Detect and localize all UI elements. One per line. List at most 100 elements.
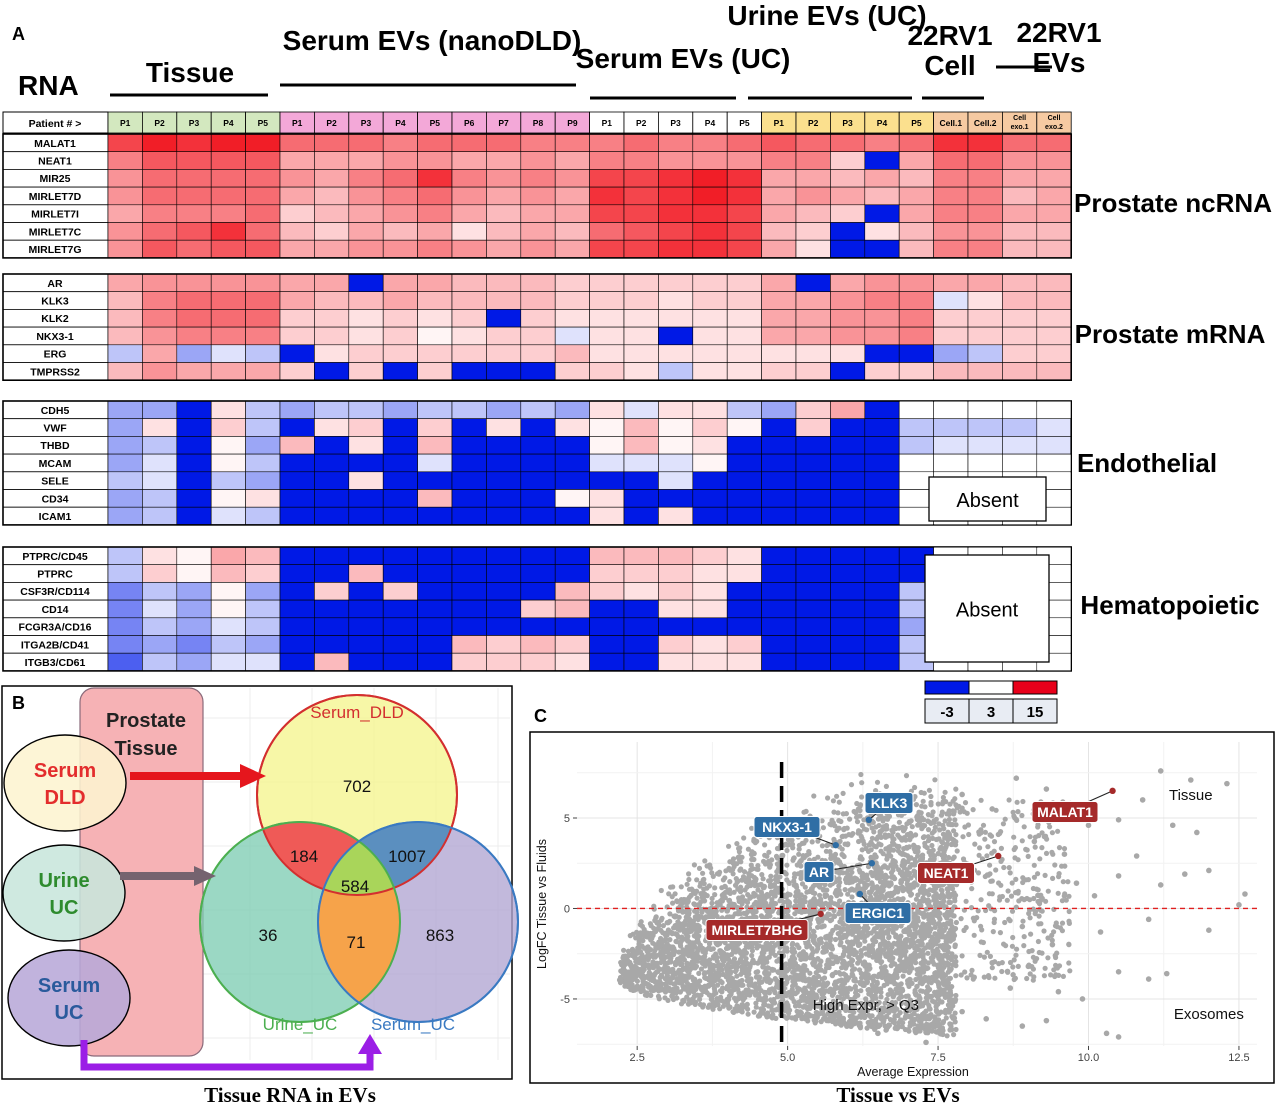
data-point bbox=[765, 893, 772, 899]
data-point bbox=[706, 983, 712, 989]
heatmap-cell bbox=[589, 133, 625, 153]
heatmap-cell bbox=[658, 344, 694, 363]
absent-blank bbox=[899, 507, 934, 525]
absent-blank bbox=[934, 454, 968, 472]
heatmap-cell bbox=[864, 291, 900, 310]
heatmap-block-3: PTPRC/CD45PTPRCCSF3R/CD114CD14FCGR3A/CD1… bbox=[2, 546, 1072, 672]
heatmap-cell bbox=[486, 169, 522, 188]
venn-outline bbox=[256, 694, 458, 896]
colorbar-swatch bbox=[968, 680, 1014, 695]
heatmap-cell bbox=[795, 418, 831, 437]
heatmap-cell bbox=[142, 635, 178, 654]
column-header-label: P1 bbox=[602, 118, 613, 128]
data-point bbox=[639, 952, 645, 958]
heatmap-cell bbox=[726, 418, 762, 437]
heatmap-cell bbox=[589, 599, 625, 619]
gene-label: KLK2 bbox=[41, 313, 69, 325]
data-point bbox=[712, 885, 718, 891]
absent-blank bbox=[899, 490, 934, 507]
data-point bbox=[879, 959, 885, 965]
data-point bbox=[951, 890, 957, 896]
heatmap-cell bbox=[176, 133, 212, 153]
heatmap-cell bbox=[830, 635, 866, 654]
heatmap-cell bbox=[1036, 204, 1072, 223]
heatmap-cell bbox=[623, 344, 659, 363]
heatmap-cell bbox=[864, 453, 900, 473]
heatmap-cell bbox=[107, 400, 143, 420]
data-point bbox=[679, 967, 685, 973]
heatmap-cell bbox=[1002, 133, 1038, 153]
heatmap-cell bbox=[795, 546, 831, 566]
heatmap-cell bbox=[589, 453, 625, 473]
heatmap-cell bbox=[864, 418, 900, 437]
heatmap-cell bbox=[142, 652, 178, 672]
heatmap-cell bbox=[348, 617, 384, 636]
gene-label: PTPRC bbox=[37, 569, 73, 581]
data-point bbox=[884, 923, 890, 929]
gene-label: ICAM1 bbox=[39, 511, 72, 523]
heatmap-cell bbox=[210, 344, 246, 363]
heatmap-cell bbox=[623, 133, 659, 153]
data-point bbox=[706, 944, 712, 951]
data-point bbox=[801, 809, 807, 815]
heatmap-cell bbox=[967, 362, 1003, 381]
heatmap-cell bbox=[967, 344, 1003, 363]
heatmap-cell bbox=[795, 291, 831, 310]
heatmap-cell bbox=[554, 400, 590, 420]
data-point bbox=[851, 951, 857, 958]
heatmap-cell bbox=[348, 273, 384, 293]
data-point bbox=[768, 908, 774, 914]
data-point bbox=[696, 928, 702, 934]
heatmap-cell bbox=[1036, 418, 1072, 437]
data-point bbox=[948, 821, 954, 828]
venn-region-count: 863 bbox=[426, 926, 454, 945]
data-point bbox=[745, 1006, 751, 1012]
heatmap-cell bbox=[658, 326, 694, 346]
data-point bbox=[893, 884, 899, 890]
heatmap-cell bbox=[761, 506, 797, 526]
data-point bbox=[838, 905, 845, 911]
heatmap-cell bbox=[486, 471, 522, 490]
group-label-5-line2: EVs bbox=[1033, 47, 1086, 78]
data-point bbox=[737, 867, 743, 873]
heatmap-cell bbox=[176, 169, 212, 188]
data-point bbox=[645, 951, 651, 958]
data-point bbox=[784, 948, 790, 954]
heatmap-cell bbox=[417, 204, 453, 223]
heatmap-cell bbox=[830, 652, 866, 672]
heatmap-cell bbox=[382, 418, 418, 437]
heatmap-cell bbox=[279, 169, 315, 188]
heatmap-cell bbox=[589, 506, 625, 526]
heatmap-cell bbox=[348, 326, 384, 346]
heatmap-cell bbox=[245, 204, 281, 223]
heatmap-cell bbox=[1036, 222, 1072, 241]
patient-header-label: Patient # > bbox=[29, 118, 82, 130]
heatmap-cell bbox=[589, 436, 625, 455]
heatmap-cell bbox=[279, 151, 315, 170]
heatmap-cell bbox=[761, 133, 797, 153]
panel-b-letter: B bbox=[12, 693, 25, 713]
data-point bbox=[874, 779, 881, 785]
heatmap-cell bbox=[107, 291, 143, 310]
heatmap-cell bbox=[417, 151, 453, 170]
heatmap-cell bbox=[348, 204, 384, 223]
data-point bbox=[726, 902, 732, 909]
heatmap-cell bbox=[692, 291, 728, 310]
data-point bbox=[721, 999, 727, 1005]
data-point bbox=[849, 876, 855, 882]
data-point bbox=[722, 883, 728, 889]
data-point bbox=[837, 942, 843, 948]
heatmap-cell bbox=[245, 506, 281, 526]
data-point bbox=[688, 928, 695, 934]
data-point bbox=[732, 968, 739, 975]
data-point bbox=[730, 1009, 736, 1015]
data-point bbox=[820, 901, 826, 908]
heatmap-cell bbox=[107, 169, 143, 188]
data-point bbox=[791, 874, 798, 880]
heatmap-cell bbox=[417, 564, 453, 583]
heatmap-cell bbox=[451, 489, 487, 508]
heatmap-cell bbox=[658, 564, 694, 583]
